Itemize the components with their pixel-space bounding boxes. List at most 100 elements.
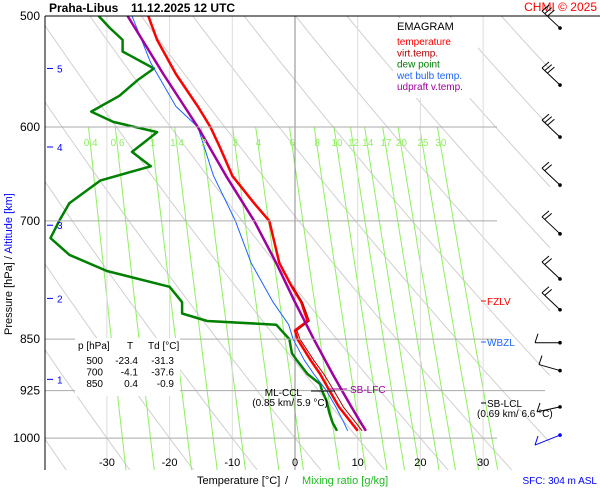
mixing-ratio-line (88, 126, 127, 470)
copyright: CHMI © 2025 (524, 0, 597, 14)
altitude-label: 3 (57, 221, 63, 232)
y-tick-label: 700 (20, 214, 40, 228)
legend-entry: temperature (397, 37, 451, 48)
y-tick-label: 925 (20, 384, 40, 398)
altitude-label: 4 (57, 143, 63, 154)
y-tick-label: 600 (20, 120, 40, 134)
series-wet-bulb-temp- (131, 16, 349, 432)
x-tick-label: -20 (162, 457, 178, 469)
mixing-ratio-line (382, 126, 440, 470)
wind-barb-feather (547, 9, 555, 17)
wind-barb-feather (544, 116, 553, 124)
legend-entry: wet bulb temp. (396, 71, 462, 82)
table-cell: -23.4 (115, 356, 138, 367)
x-tick-label: 30 (477, 457, 489, 469)
x-tick-label: 0 (292, 457, 298, 469)
x-axis-label-2: Mixing ratio [g/kg] (302, 475, 388, 487)
wind-barb-staff (534, 434, 561, 446)
x-tick-label: -30 (99, 457, 115, 469)
sb-lcl-label: SB-LCL (487, 399, 522, 410)
dry-adiabat (449, 16, 550, 128)
wind-barb-feather (541, 61, 550, 69)
dry-adiabat (243, 16, 550, 377)
plot-area (45, 0, 600, 474)
x-axis-label: Temperature [°C] (197, 475, 280, 487)
mixing-ratio-line (289, 126, 340, 470)
table-header: T (127, 341, 133, 352)
sb-lfc-label: SB-LFC (350, 385, 386, 396)
mixing-ratio-label: 4 (256, 138, 262, 149)
legend-entry: udpraft v.temp. (397, 82, 463, 93)
table-cell: 850 (86, 379, 103, 390)
mixing-ratio-line (200, 126, 246, 470)
y-tick-label: 1000 (13, 431, 40, 445)
wind-barb-staff (536, 406, 561, 413)
series-virt-temp- (292, 286, 363, 432)
wind-barb-feather (541, 255, 550, 263)
dry-adiabat (581, 0, 600, 474)
mixing-ratio-line (333, 126, 388, 470)
wind-barb-feather (538, 355, 543, 365)
dry-adiabat (140, 16, 513, 470)
altitude-label: 1 (57, 375, 63, 386)
dry-adiabat (45, 24, 386, 470)
x-tick-label: 10 (352, 457, 364, 469)
table-cell: -4.1 (121, 368, 139, 379)
mixing-ratio-line (350, 126, 406, 470)
mixing-ratio-label: 14 (362, 138, 374, 149)
table-header: p [hPa] (78, 341, 110, 352)
wind-barb-feather (544, 288, 553, 296)
x-tick-label: -10 (224, 457, 240, 469)
wind-barb-feather (544, 7, 553, 14)
table-cell: -31.3 (151, 356, 174, 367)
mixing-ratio-line (114, 126, 155, 470)
mixing-ratio-line (419, 126, 480, 470)
mixing-ratio-label: 0.6 (111, 138, 125, 149)
datetime: 11.12.2025 12 UTC (131, 1, 235, 15)
mixing-ratio-label: 1 (150, 138, 156, 149)
altitude-label: 5 (57, 64, 63, 75)
table-cell: -0.9 (157, 379, 175, 390)
wind-barb-feather (541, 113, 550, 121)
altitude-label: 2 (57, 294, 63, 305)
mixing-ratio-label: 17 (380, 138, 392, 149)
ml-ccl-info: (0.85 km/ 5.9 °C) (252, 398, 328, 409)
mixing-ratio-label: 20 (396, 138, 408, 149)
mixing-ratio-line (150, 126, 193, 470)
mixing-ratio-label: 0.4 (84, 138, 98, 149)
y-tick-label: 850 (20, 332, 40, 346)
mixing-ratio-line (397, 126, 456, 470)
mixing-ratio-label: 10 (331, 138, 343, 149)
wind-barb-feather (541, 161, 550, 169)
table-cell: 500 (86, 356, 103, 367)
y-axis-label: Pressure [hPa] / Altitude [km] (3, 193, 15, 335)
table-cell: 0.4 (124, 379, 138, 390)
x-axis-sep: / (285, 475, 289, 487)
wind-barb-feather (534, 435, 539, 446)
mixing-ratio-label: 8 (314, 138, 320, 149)
wind-barb-feather (541, 286, 550, 294)
ml-ccl-label: ML-CCL (265, 388, 303, 399)
dry-adiabat (397, 16, 550, 188)
series-temperature (147, 16, 359, 432)
wind-barb-feather (534, 333, 539, 343)
wind-barb-feather (544, 212, 553, 220)
mixing-ratio-line (255, 126, 304, 470)
y-tick-label: 500 (20, 9, 40, 23)
mixing-ratio-label: 1.4 (170, 138, 184, 149)
dry-adiabat (294, 16, 550, 312)
wind-barb-station (558, 368, 562, 373)
station-title: Praha-Libus (49, 1, 119, 15)
diagram-label: EMAGRAM (397, 21, 454, 33)
wind-barb-feather (547, 66, 555, 74)
table-cell: -37.6 (151, 368, 174, 379)
dry-adiabat (45, 180, 258, 470)
wbzl-label: WBZL (487, 338, 515, 349)
legend-entry: dew point (397, 60, 440, 71)
wind-barb-feather (536, 402, 541, 413)
mixing-ratio-label: 30 (435, 138, 447, 149)
legend-entry: virt.temp. (397, 48, 438, 59)
mixing-ratio-label: 12 (348, 138, 360, 149)
dry-adiabat (45, 348, 131, 470)
